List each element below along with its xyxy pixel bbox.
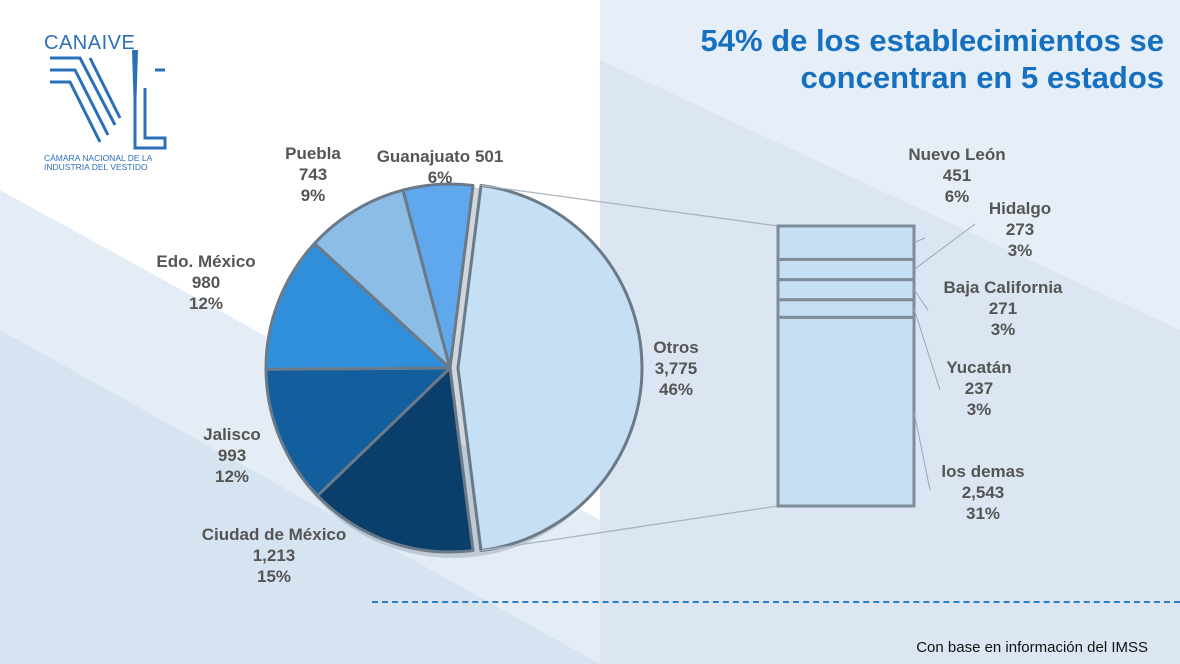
label-bc-value: 271: [988, 299, 1018, 318]
bar-segment-los-demas: [776, 315, 916, 508]
label-hidalgo-pct: 3%: [1007, 241, 1033, 260]
pie-slice-edo-mexico: [264, 241, 452, 371]
label-guanajuato-pct: 6%: [427, 168, 453, 187]
pie-slice-jalisco: [264, 366, 452, 498]
label-puebla-pct: 9%: [300, 186, 326, 205]
bar-segment-yucatan: [776, 298, 916, 319]
label-nl-pct: 6%: [944, 187, 970, 206]
pie-slice-ciudad-de-mexico: [316, 366, 475, 554]
label-demas-pct: 31%: [965, 504, 1001, 523]
label-puebla-value: 743: [298, 165, 328, 184]
leader-line-los-demas: [913, 411, 931, 491]
label-los-demas: los demas 2,543 31%: [941, 461, 1024, 524]
leader-line-baja-california: [913, 289, 929, 311]
label-yucatan-pct: 3%: [966, 400, 992, 419]
title-line-1: 54% de los establecimientos se: [700, 23, 1165, 58]
label-nl-name: Nuevo León: [908, 145, 1006, 164]
label-otros-name: Otros: [653, 338, 699, 357]
bar-segment-nuevo-leon: [776, 224, 916, 261]
dashed-divider: [372, 601, 1180, 603]
label-baja-california: Baja California 271 3%: [943, 277, 1062, 340]
bar-segment-hidalgo: [776, 257, 916, 282]
label-cdmx-value: 1,213: [252, 546, 296, 565]
connector-line-bottom: [480, 505, 779, 552]
label-edomex-pct: 12%: [188, 294, 224, 313]
pie-slice-guanajuato: [401, 182, 475, 370]
label-guanajuato-name: Guanajuato: [376, 147, 471, 166]
label-nuevo-leon: Nuevo León 451 6%: [908, 144, 1005, 207]
pie-slice-puebla: [313, 188, 452, 370]
page-title: 54% de los establecimientos se concentra…: [524, 22, 1165, 96]
label-hidalgo: Hidalgo 273 3%: [989, 198, 1051, 261]
label-otros-pct: 46%: [658, 380, 694, 399]
title-line-2: concentran en 5 estados: [800, 60, 1164, 95]
canaive-logo: [50, 50, 167, 150]
label-jalisco-name: Jalisco: [203, 425, 261, 444]
label-guanajuato-value: 501: [474, 147, 504, 166]
label-jalisco-pct: 12%: [214, 467, 250, 486]
label-yucatan-value: 237: [964, 379, 994, 398]
label-edomex-value: 980: [191, 273, 221, 292]
leader-line-yucatan: [913, 308, 941, 391]
label-guanajuato: Guanajuato 501 6%: [377, 146, 504, 188]
label-guanajuato-line1: Guanajuato 501: [377, 146, 504, 167]
label-otros: Otros 3,775 46%: [653, 337, 698, 400]
label-nl-value: 451: [942, 166, 972, 185]
label-otros-value: 3,775: [654, 359, 698, 378]
logo-subtitle: CÁMARA NACIONAL DE LA INDUSTRIA DEL VEST…: [44, 153, 152, 172]
label-yucatan-name: Yucatán: [946, 358, 1012, 377]
label-puebla-name: Puebla: [285, 144, 341, 163]
label-puebla: Puebla 743 9%: [285, 143, 341, 206]
label-jalisco: Jalisco 993 12%: [203, 424, 261, 487]
label-edomex-name: Edo. México: [156, 252, 256, 271]
label-ciudad-de-mexico: Ciudad de México 1,213 15%: [202, 524, 347, 587]
label-cdmx-pct: 15%: [256, 567, 292, 586]
leader-line-nuevo-leon: [913, 237, 926, 244]
label-cdmx-name: Ciudad de México: [201, 525, 347, 544]
label-bc-name: Baja California: [943, 278, 1063, 297]
label-demas-value: 2,543: [961, 483, 1005, 502]
label-edo-mexico: Edo. México 980 12%: [156, 251, 255, 314]
label-bc-pct: 3%: [990, 320, 1016, 339]
label-hidalgo-value: 273: [1005, 220, 1035, 239]
connector-line-top: [480, 184, 779, 227]
bar-segment-baja-california: [776, 278, 916, 302]
label-yucatan: Yucatán 237 3%: [946, 357, 1011, 420]
leader-line-hidalgo: [913, 223, 976, 270]
logo-name: CANAIVE: [44, 32, 136, 54]
label-demas-name: los demas: [941, 462, 1025, 481]
source-footnote: Con base en información del IMSS: [916, 639, 1148, 656]
label-hidalgo-name: Hidalgo: [988, 199, 1052, 218]
pie-slice-otros: [456, 183, 644, 553]
label-jalisco-value: 993: [217, 446, 247, 465]
